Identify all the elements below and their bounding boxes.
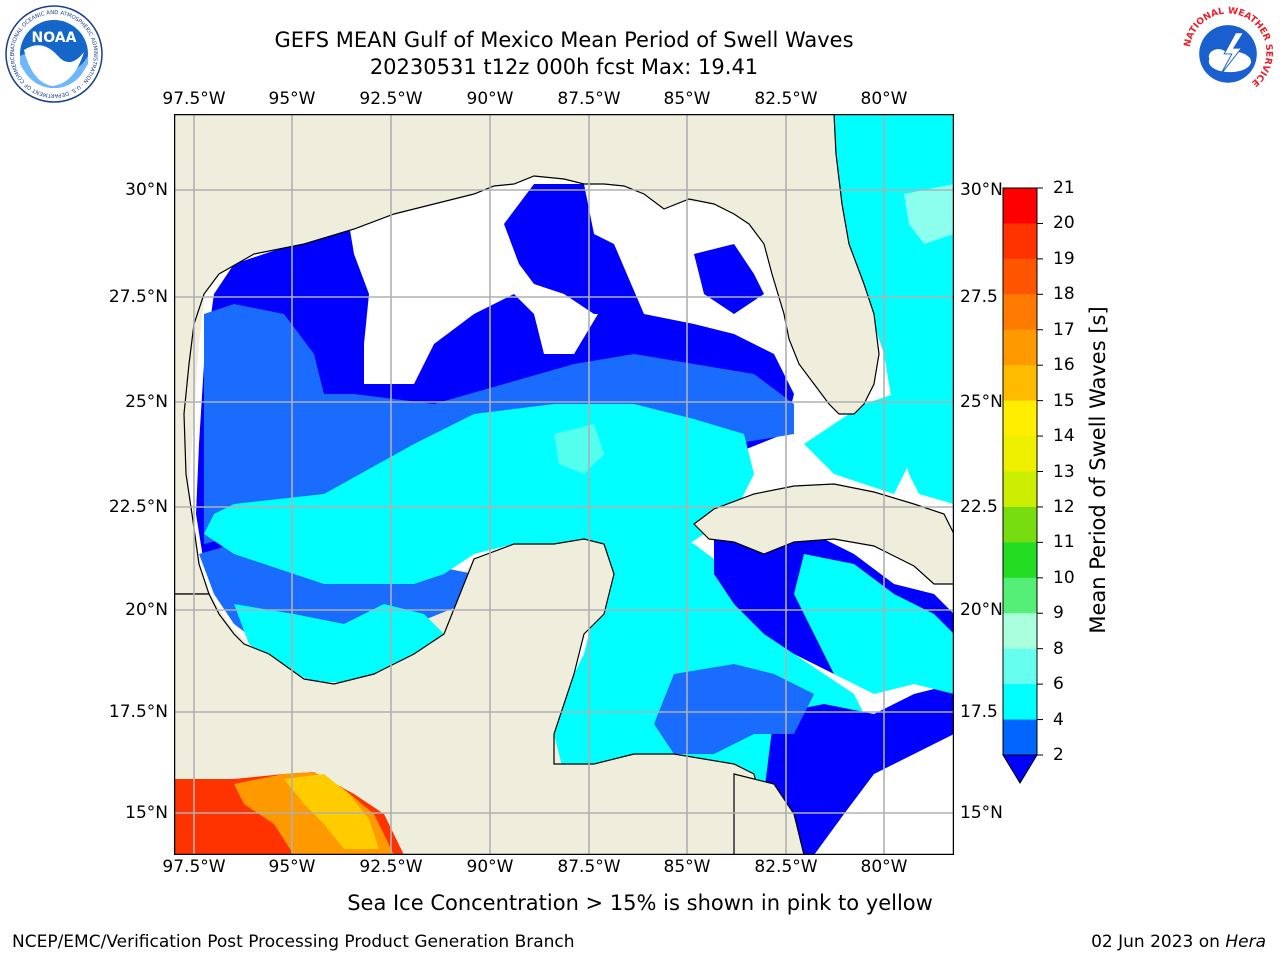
colorbar-segment [1003,400,1037,437]
host-name: Hera [1225,932,1266,952]
lon-label: 90°W [466,89,514,109]
lat-label: 17.5°N [108,702,168,722]
colorbar-segment [1003,719,1037,756]
lon-label: 97.5°W [162,857,226,877]
lat-label: 30°N [960,180,1003,200]
credit-text: NCEP/EMC/Verification Post Processing Pr… [12,932,575,952]
lon-label: 87.5°W [557,857,621,877]
sea-ice-note: Sea Ice Concentration > 15% is shown in … [347,891,933,915]
colorbar-segment [1003,648,1037,685]
lat-label: 27.5 [960,287,998,307]
lat-label: 27.5°N [108,287,168,307]
colorbar-tick-label: 19 [1053,248,1075,269]
colorbar-segment [1003,542,1037,579]
lat-label: 22.5 [960,497,998,517]
colorbar-tick-label: 2 [1053,745,1064,765]
colorbar-segment [1003,613,1037,650]
colorbar-tick-label: 16 [1053,355,1075,376]
colorbar-segment [1003,188,1037,224]
lon-label: 85°W [663,89,711,109]
colorbar-tick-label: 9 [1053,603,1064,624]
colorbar-segment [1003,294,1037,331]
colorbar-tick-label: 13 [1053,461,1075,482]
lon-label: 92.5°W [359,89,423,109]
lat-label: 17.5 [960,702,998,722]
lon-label: 85°W [663,857,711,877]
colorbar-segment [1003,258,1037,295]
colorbar-segment [1003,471,1037,508]
colorbar-tick-label: 6 [1053,674,1064,695]
colorbar-tick-label: 21 [1053,178,1075,198]
colorbar-segment [1003,684,1037,721]
colorbar [1002,187,1043,784]
colorbar-segment [1003,329,1037,366]
noaa-logo: NATIONAL OCEANIC AND ATMOSPHERIC ADMINIS… [5,5,103,103]
lon-label: 92.5°W [359,857,423,877]
graticule [174,114,954,855]
lat-label: 22.5°N [108,497,168,517]
swell-band-4-6s-caribbean [654,664,814,754]
colorbar-tick-label: 4 [1053,709,1064,730]
lat-label: 15°N [960,803,1003,823]
colorbar-segment [1003,577,1037,614]
colorbar-tick-label: 18 [1053,284,1075,305]
colorbar-tick-label: 10 [1053,567,1075,588]
colorbar-tick-label: 12 [1053,496,1075,517]
colorbar-segment [1003,436,1037,472]
cuba-land [693,483,954,585]
colorbar-label: Mean Period of Swell Waves [s] [1086,306,1110,634]
lat-label: 15°N [125,803,168,823]
colorbar-segment [1003,365,1037,402]
colorbar-segment [1003,223,1037,260]
lat-label: 25°N [125,392,168,412]
nws-logo: NATIONAL WEATHER SERVICE [1181,5,1275,99]
lon-label: 90°W [466,857,514,877]
colorbar-tick-label: 14 [1053,426,1075,447]
colorbar-tick-label: 20 [1053,213,1075,234]
lat-label: 20°N [125,600,168,620]
lon-label: 87.5°W [557,89,621,109]
swell-band-6-8s-straits [804,394,914,494]
atlantic-pale [904,184,954,244]
gulf-map [174,114,954,855]
noaa-logo-text: NOAA [32,30,77,46]
colorbar-extend-arrow [1002,754,1038,784]
pacific-yellow-area [284,774,379,849]
colorbar-tick-label: 15 [1053,390,1075,411]
lon-label: 82.5°W [754,89,818,109]
lon-label: 97.5°W [162,89,226,109]
date-stamp: 02 Jun 2023 on Hera [1091,932,1266,952]
swell-band-6-8s-caribbean [794,554,954,694]
lon-label: 80°W [860,857,908,877]
map-title: GEFS MEAN Gulf of Mexico Mean Period of … [274,28,854,52]
swell-band-2-4s-northeast [504,184,644,314]
colorbar-tick-label: 11 [1053,532,1075,553]
swell-band-8-9s-patch [554,424,604,474]
lon-label: 95°W [268,89,316,109]
colorbar-tick-label: 17 [1053,319,1075,340]
lat-label: 30°N [125,180,168,200]
lon-label: 80°W [860,89,908,109]
map-subtitle: 20230531 t12z 000h fcst Max: 19.41 [369,55,759,79]
map-frame [174,114,954,855]
lat-label: 20°N [960,600,1003,620]
lat-label: 25°N [960,392,1003,412]
date-text: 02 Jun 2023 on [1091,932,1220,952]
lon-label: 82.5°W [754,857,818,877]
colorbar-segment [1003,506,1037,543]
lon-label: 95°W [268,857,316,877]
colorbar-tick-label: 8 [1053,638,1064,659]
